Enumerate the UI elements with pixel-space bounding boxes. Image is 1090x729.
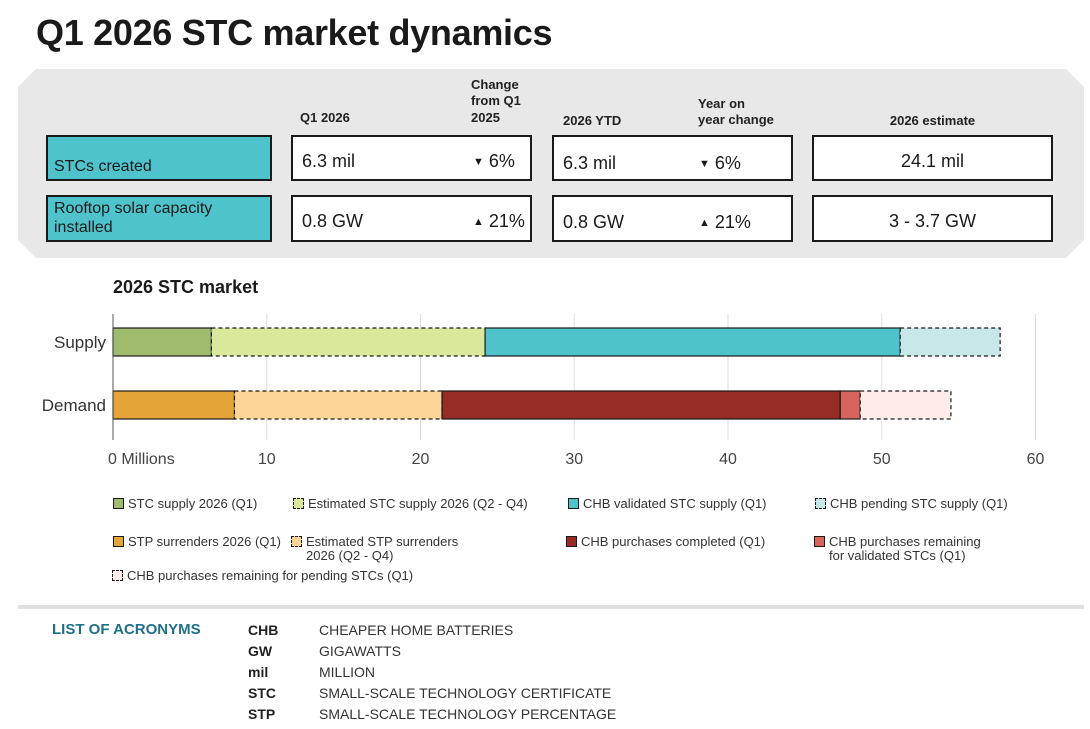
estimate-box-solar: [812, 195, 1053, 242]
row-label-rooftop-solar: Rooftop solar capacity installed: [46, 195, 272, 242]
x-tick-label: 10: [258, 451, 276, 468]
ytd-box-stcs: [552, 135, 793, 181]
acronym-full: MILLION: [319, 664, 376, 680]
ytd-box-solar: [552, 195, 793, 242]
stc-market-chart: Supply Demand 0 Millions 10 20 30 40 50 60: [42, 314, 1045, 468]
acronym-full: CHEAPER HOME BATTERIES: [319, 622, 514, 638]
legend-item: CHB purchases completed (Q1): [566, 534, 766, 549]
bar-segment: [441, 390, 841, 420]
estimate-value-solar: 3 - 3.7 GW: [888, 211, 977, 231]
estimate-box-stcs: [812, 135, 1053, 181]
legend-item: CHB purchases remaining for pending STCs…: [112, 568, 414, 583]
header-ytd: 2026 YTD: [563, 113, 622, 128]
q1-box-solar: [291, 195, 532, 242]
legend-swatch: [113, 498, 124, 509]
bar-segment: [899, 327, 1001, 357]
ytd-value-stcs: 6.3 mil: [563, 153, 617, 173]
page-title: Q1 2026 STC market dynamics: [36, 12, 553, 53]
bar-segment: [112, 327, 213, 357]
legend-swatch: [815, 498, 826, 509]
legend-item: Estimated STP surrenders 2026 (Q2 - Q4): [291, 534, 459, 564]
acronym-abbr: GW: [248, 643, 273, 659]
legend-swatch: [293, 498, 304, 509]
ytd-value-solar: 0.8 GW: [563, 212, 625, 232]
legend-label: CHB purchases remaining for pending STCs…: [127, 568, 414, 583]
legend-label: CHB validated STC supply (Q1): [583, 496, 767, 511]
estimate-value-stcs: 24.1 mil: [900, 151, 965, 171]
legend-swatch: [291, 536, 302, 547]
up-triangle-icon: ▲: [699, 217, 710, 229]
legend-label: Estimated STC supply 2026 (Q2 - Q4): [308, 496, 528, 511]
header-yoy: Year on year change: [698, 96, 774, 128]
legend-item: STP surrenders 2026 (Q1): [113, 534, 281, 549]
acronym-abbr: mil: [248, 664, 269, 680]
legend-label: STC supply 2026 (Q1): [128, 496, 258, 511]
x-tick-label: 40: [719, 451, 737, 468]
up-triangle-icon: ▲: [473, 216, 484, 228]
legend-label: CHB purchases remaining for validated ST…: [829, 534, 981, 564]
acronym-abbr: STP: [248, 706, 276, 722]
x-tick-label: 30: [565, 451, 583, 468]
legend-item: STC supply 2026 (Q1): [113, 496, 258, 511]
legend-item: CHB purchases remaining for validated ST…: [814, 534, 981, 564]
chart-title: 2026 STC market: [113, 277, 259, 297]
acronym-full: SMALL-SCALE TECHNOLOGY CERTIFICATE: [319, 685, 612, 701]
header-change-q1: Change from Q1 2025: [471, 77, 521, 125]
legend-item: Estimated STC supply 2026 (Q2 - Q4): [293, 496, 528, 511]
bar-segment: [112, 390, 236, 420]
legend-swatch: [113, 536, 124, 547]
x-tick-label: 20: [412, 451, 430, 468]
legend-swatch: [112, 570, 123, 581]
legend-item: CHB validated STC supply (Q1): [568, 496, 767, 511]
bar-segment: [210, 327, 486, 357]
acronym-abbr: CHB: [248, 622, 279, 638]
bar-segment: [859, 390, 952, 420]
legend-label: CHB purchases completed (Q1): [581, 534, 766, 549]
down-triangle-icon: ▼: [699, 158, 710, 170]
yoy-change-solar: ▲ 21%: [699, 212, 751, 232]
acronym-full: GIGAWATTS: [319, 643, 401, 659]
section-divider: [18, 605, 1084, 609]
x-tick-label: 50: [873, 451, 891, 468]
legend-item: CHB pending STC supply (Q1): [815, 496, 1008, 511]
category-label: Supply: [54, 333, 106, 352]
legend-label: STP surrenders 2026 (Q1): [128, 534, 281, 549]
category-label: Demand: [42, 396, 106, 415]
q1-value-solar: 0.8 GW: [302, 211, 364, 231]
q1-change-stcs: ▼ 6%: [473, 151, 515, 171]
q1-value-stcs: 6.3 mil: [302, 151, 356, 171]
down-triangle-icon: ▼: [473, 156, 484, 168]
acronyms-title: LIST OF ACRONYMS: [52, 621, 201, 638]
legend-swatch: [814, 536, 825, 547]
legend-swatch: [568, 498, 579, 509]
row-label-stcs-created: STCs created: [46, 135, 272, 181]
bar-segment: [839, 390, 861, 420]
x-tick-label: 60: [1027, 451, 1045, 468]
header-q1: Q1 2026: [300, 110, 350, 125]
acronym-full: SMALL-SCALE TECHNOLOGY PERCENTAGE: [319, 706, 617, 722]
q1-change-solar: ▲ 21%: [473, 211, 525, 231]
bar-segment: [484, 327, 901, 357]
yoy-change-stcs: ▼ 6%: [699, 153, 741, 173]
legend-label: Estimated STP surrenders 2026 (Q2 - Q4): [306, 534, 459, 564]
legend-swatch: [566, 536, 577, 547]
bar-segment: [233, 390, 443, 420]
header-estimate: 2026 estimate: [889, 113, 976, 128]
q1-box-stcs: [291, 135, 532, 181]
legend-label: CHB pending STC supply (Q1): [830, 496, 1008, 511]
acronym-abbr: STC: [248, 685, 276, 701]
x-tick-label: 0 Millions: [108, 451, 175, 468]
